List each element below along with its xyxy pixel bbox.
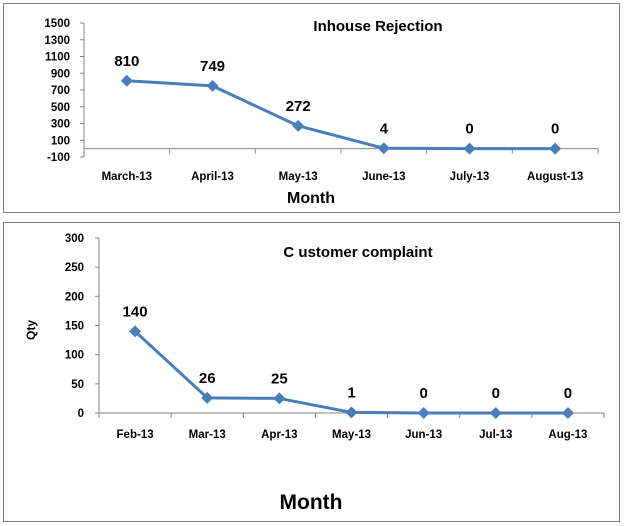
data-point-marker <box>345 406 358 419</box>
data-points <box>129 325 574 419</box>
series-line-group <box>126 79 556 151</box>
data-label: 810 <box>114 53 139 70</box>
y-tick-label: -100 <box>47 152 70 164</box>
data-label: 0 <box>492 385 500 402</box>
series-line <box>126 79 556 151</box>
data-label: 749 <box>200 58 225 75</box>
y-axis: 1500 1300 1100 900 700 500 300 100 -100 <box>44 18 85 164</box>
y-tick-label: 1300 <box>44 35 70 47</box>
data-label: 0 <box>564 385 572 402</box>
data-labels: 140 26 25 1 0 0 0 <box>123 303 573 402</box>
inhouse-rejection-chart-panel: Inhouse Rejection Month 1500 1300 1100 900 7… <box>3 3 620 213</box>
y-tick-label: 100 <box>51 135 70 147</box>
x-tick-label: June-13 <box>362 171 405 183</box>
customer-complaint-chart: C ustomer complaint Month Qty 3002502001… <box>24 233 605 514</box>
y-tick-label: 0 <box>78 408 84 420</box>
x-axis: March-13 April-13 May-13 June-13 July-13 Augu… <box>83 148 599 183</box>
y-axis: 300 250 200 150 100 50 0 <box>65 233 100 420</box>
data-point-marker <box>120 74 133 87</box>
y-tick-label: 1100 <box>45 52 70 64</box>
y-tick-label: 300 <box>51 119 70 131</box>
data-point-marker <box>377 142 390 155</box>
x-tick-label: Mar-13 <box>189 429 226 441</box>
x-tick-label: April-13 <box>191 171 234 183</box>
x-axis-title: Month <box>280 491 343 514</box>
data-point-marker <box>292 119 305 132</box>
data-label: 140 <box>123 303 148 320</box>
y-tick-label: 150 <box>65 321 84 333</box>
data-point-marker <box>129 325 142 338</box>
y-tick-label: 500 <box>51 102 70 114</box>
x-axis-title: Month <box>287 190 335 207</box>
data-label: 4 <box>380 120 389 137</box>
x-tick-label: Jul-13 <box>479 429 512 441</box>
y-tick-label: 100 <box>65 350 84 362</box>
y-tick-label: 700 <box>51 85 70 97</box>
x-tick-label: March-13 <box>102 171 153 183</box>
data-label: 0 <box>465 121 473 138</box>
y-tick-label: 200 <box>65 291 84 303</box>
x-tick-label: Feb-13 <box>117 429 154 441</box>
chart-title: C ustomer complaint <box>283 244 432 261</box>
data-points <box>120 74 562 155</box>
data-label: 0 <box>419 385 427 402</box>
x-tick-label: Apr-13 <box>261 429 297 441</box>
data-point-marker <box>463 142 476 155</box>
y-tick-label: 50 <box>71 379 84 391</box>
y-tick-label: 900 <box>51 68 70 80</box>
customer-complaint-chart-panel: C ustomer complaint Month Qty 300 250 200 1… <box>3 222 620 522</box>
data-point-marker <box>561 407 574 419</box>
x-tick-label: Aug-13 <box>548 429 587 441</box>
data-labels: 810 749 272 4 0 0 <box>114 53 559 138</box>
y-tick-label: 1500 <box>44 18 70 30</box>
data-point-marker <box>273 392 286 405</box>
y-axis-title: Qty <box>24 320 38 340</box>
x-tick-label: Jun-13 <box>405 429 442 441</box>
data-label: 26 <box>199 370 216 387</box>
y-tick-label: 250 <box>65 262 84 274</box>
data-point-marker <box>549 142 562 155</box>
x-tick-label: August-13 <box>527 171 583 183</box>
data-label: 272 <box>286 98 311 115</box>
x-tick-label: July-13 <box>450 171 490 183</box>
y-tick-label: 300 <box>65 233 84 245</box>
data-point-marker <box>206 79 219 92</box>
data-label: 0 <box>551 121 559 138</box>
data-point-marker <box>201 391 214 404</box>
inhouse-rejection-chart: Inhouse Rejection Month 1500 1300 1100 900 7… <box>44 18 599 207</box>
data-point-marker <box>489 407 502 419</box>
x-tick-label: May-13 <box>332 429 371 441</box>
data-label: 25 <box>271 370 288 387</box>
x-tick-label: May-13 <box>279 171 318 183</box>
chart-title: Inhouse Rejection <box>313 18 442 35</box>
data-label: 1 <box>347 384 355 401</box>
data-point-marker <box>417 407 430 419</box>
